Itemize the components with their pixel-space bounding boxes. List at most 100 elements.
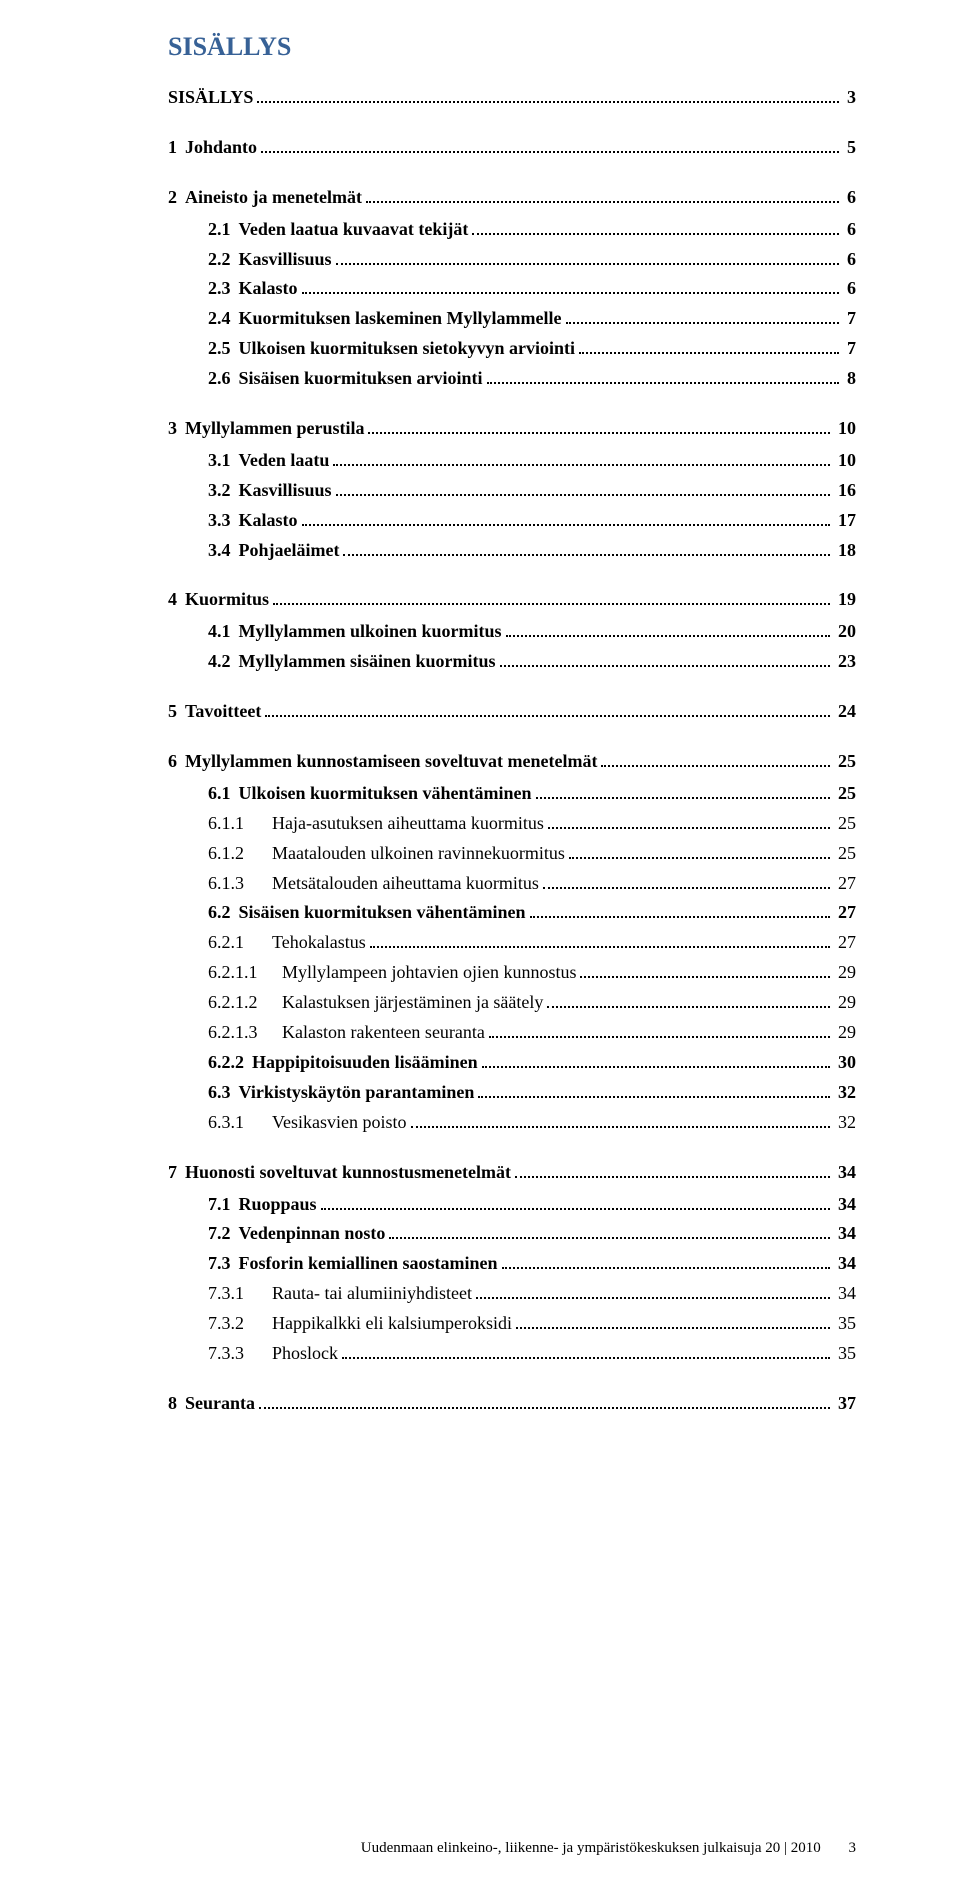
toc-entry[interactable]: 6.1.1Haja-asutuksen aiheuttama kuormitus… [208, 810, 856, 838]
toc-entry[interactable]: 8Seuranta37 [168, 1390, 856, 1418]
toc-entry-page: 7 [843, 335, 856, 363]
toc-entry[interactable]: 4Kuormitus19 [168, 586, 856, 614]
toc-leader-dots [259, 1395, 830, 1409]
toc-entry[interactable]: 2.3Kalasto6 [208, 275, 856, 303]
toc-entry-number: 6.2.1.3 [208, 1019, 274, 1047]
page-title: SISÄLLYS [168, 32, 856, 62]
toc-entry[interactable]: 6.1.2Maatalouden ulkoinen ravinnekuormit… [208, 840, 856, 868]
toc-leader-dots [333, 452, 830, 466]
toc-entry-page: 25 [834, 780, 856, 808]
toc-entry-number: 7.3.3 [208, 1340, 264, 1368]
toc-entry[interactable]: 3Myllylammen perustila10 [168, 415, 856, 443]
footer-page-number: 3 [849, 1840, 857, 1856]
toc-leader-dots [366, 189, 839, 203]
toc-entry-title: Seuranta [185, 1390, 255, 1418]
toc-leader-dots [547, 995, 830, 1009]
toc-entry[interactable]: 2.1Veden laatua kuvaavat tekijät6 [208, 216, 856, 244]
toc-entry[interactable]: 6.3Virkistyskäytön parantaminen32 [208, 1079, 856, 1107]
toc-entry-page: 25 [834, 810, 856, 838]
toc-entry[interactable]: 6.2.1.2Kalastuksen järjestäminen ja säät… [208, 989, 856, 1017]
toc-entry[interactable]: 2Aineisto ja menetelmät6 [168, 184, 856, 212]
toc-entry-title: Myllylammen sisäinen kuormitus [239, 648, 496, 676]
toc-entry-title: Ulkoisen kuormituksen sietokyvyn arvioin… [239, 335, 576, 363]
toc-leader-dots [516, 1316, 830, 1330]
toc-entry-number: 2 [168, 184, 177, 212]
toc-entry-number: 2.1 [208, 216, 231, 244]
toc-entry[interactable]: 7.3.2Happikalkki eli kalsiumperoksidi35 [208, 1310, 856, 1338]
toc-entry[interactable]: 6.2.2Happipitoisuuden lisääminen30 [208, 1049, 856, 1077]
toc-entry-number: 6.2.1 [208, 929, 264, 957]
toc-leader-dots [506, 624, 830, 638]
toc-entry[interactable]: 6.2.1Tehokalastus27 [208, 929, 856, 957]
toc-entry[interactable]: 3.4Pohjaeläimet18 [208, 537, 856, 565]
toc-leader-dots [580, 965, 830, 979]
toc-entry-number: 7.3 [208, 1250, 231, 1278]
toc-entry[interactable]: 7Huonosti soveltuvat kunnostusmenetelmät… [168, 1159, 856, 1187]
toc-entry[interactable]: 6.2Sisäisen kuormituksen vähentäminen27 [208, 899, 856, 927]
toc-entry-title: Huonosti soveltuvat kunnostusmenetelmät [185, 1159, 511, 1187]
toc-entry[interactable]: 3.2Kasvillisuus16 [208, 477, 856, 505]
toc-entry[interactable]: 6.1Ulkoisen kuormituksen vähentäminen25 [208, 780, 856, 808]
toc-entry[interactable]: 6.2.1.3 Kalaston rakenteen seuranta 29 [208, 1019, 856, 1047]
toc-entry-title: Tehokalastus [272, 929, 366, 957]
toc-entry-title: Haja-asutuksen aiheuttama kuormitus [272, 810, 544, 838]
toc-entry[interactable]: 7.3.3Phoslock35 [208, 1340, 856, 1368]
toc-entry[interactable]: 2.4Kuormituksen laskeminen Myllylammelle… [208, 305, 856, 333]
toc-entry[interactable]: 6.2.1.1Myllylampeen johtavien ojien kunn… [208, 959, 856, 987]
toc-entry-page: 23 [834, 648, 856, 676]
toc-entry-title: Kalastuksen järjestäminen ja säätely [282, 989, 543, 1017]
toc-entry[interactable]: 7.1Ruoppaus34 [208, 1191, 856, 1219]
toc-entry[interactable]: 4.1Myllylammen ulkoinen kuormitus20 [208, 618, 856, 646]
toc-entry-title: Kuormitus [185, 586, 269, 614]
toc-entry-title: Rauta- tai alumiiniyhdisteet [272, 1280, 472, 1308]
toc-entry-page: 19 [834, 586, 856, 614]
toc-entry-page: 32 [834, 1079, 856, 1107]
toc-entry-page: 29 [834, 1019, 856, 1047]
toc-leader-dots [336, 482, 830, 496]
toc-entry[interactable]: 7.3 Fosforin kemiallinen saostaminen 34 [208, 1250, 856, 1278]
toc-leader-dots [548, 815, 830, 829]
toc-leader-dots [302, 281, 839, 295]
toc-leader-dots [543, 875, 830, 889]
toc-entry-page: 34 [834, 1250, 856, 1278]
toc-entry-title: Myllylammen ulkoinen kuormitus [239, 618, 502, 646]
toc-entry-page: 24 [834, 698, 856, 726]
toc-leader-dots [500, 654, 830, 668]
toc-entry-page: 10 [834, 415, 856, 443]
toc-entry[interactable]: 7.2Vedenpinnan nosto34 [208, 1220, 856, 1248]
toc-entry-number: 6.3.1 [208, 1109, 264, 1137]
toc-entry-page: 34 [834, 1280, 856, 1308]
toc-entry-number: 6.2.1.1 [208, 959, 274, 987]
toc-entry-title: Metsätalouden aiheuttama kuormitus [272, 870, 539, 898]
toc-entry[interactable]: 3.1Veden laatu10 [208, 447, 856, 475]
toc-entry-page: 8 [843, 365, 856, 393]
toc-entry[interactable]: SISÄLLYS3 [168, 84, 856, 112]
toc-entry[interactable]: 1Johdanto5 [168, 134, 856, 162]
toc-leader-dots [321, 1196, 830, 1210]
footer-text: Uudenmaan elinkeino-, liikenne- ja ympär… [361, 1840, 821, 1856]
toc-entry-title: Tavoitteet [185, 698, 261, 726]
toc-entry-number: 6.2 [208, 899, 231, 927]
toc-leader-dots [257, 90, 839, 104]
toc-entry[interactable]: 7.3.1Rauta- tai alumiiniyhdisteet34 [208, 1280, 856, 1308]
toc-leader-dots [482, 1054, 830, 1068]
toc-entry[interactable]: 3.3Kalasto17 [208, 507, 856, 535]
toc-entry-title: Maatalouden ulkoinen ravinnekuormitus [272, 840, 565, 868]
toc-entry-number: 8 [168, 1390, 177, 1418]
toc-entry-title: Sisäisen kuormituksen arviointi [239, 365, 483, 393]
toc-entry[interactable]: 2.2Kasvillisuus6 [208, 246, 856, 274]
toc-entry[interactable]: 6Myllylammen kunnostamiseen soveltuvat m… [168, 748, 856, 776]
toc-entry-number: 5 [168, 698, 177, 726]
toc-entry-title: Phoslock [272, 1340, 338, 1368]
toc-entry[interactable]: 6.1.3Metsätalouden aiheuttama kuormitus2… [208, 870, 856, 898]
toc-entry-title: Kalaston rakenteen seuranta [282, 1019, 485, 1047]
toc-entry[interactable]: 6.3.1Vesikasvien poisto32 [208, 1109, 856, 1137]
toc-entry[interactable]: 2.5Ulkoisen kuormituksen sietokyvyn arvi… [208, 335, 856, 363]
toc-entry-title: Myllylammen perustila [185, 415, 364, 443]
toc-entry-title: Fosforin kemiallinen saostaminen [239, 1250, 498, 1278]
toc-entry[interactable]: 4.2Myllylammen sisäinen kuormitus23 [208, 648, 856, 676]
toc-entry[interactable]: 5 Tavoitteet 24 [168, 698, 856, 726]
toc-entry-title: Johdanto [185, 134, 257, 162]
toc-entry[interactable]: 2.6Sisäisen kuormituksen arviointi8 [208, 365, 856, 393]
toc-entry-page: 6 [843, 184, 856, 212]
